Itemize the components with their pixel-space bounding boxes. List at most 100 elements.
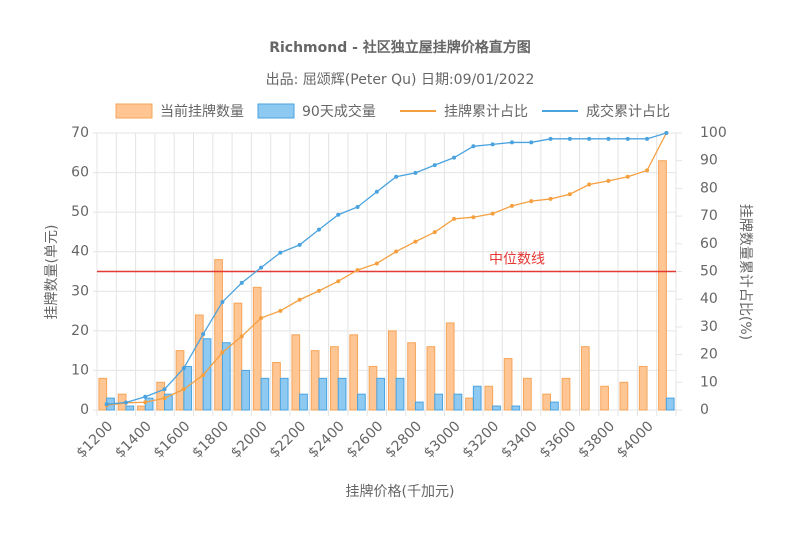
bar <box>241 369 250 411</box>
x-tick-label: $2000 <box>228 418 271 461</box>
legend-label: 90天成交量 <box>302 103 376 120</box>
line-point <box>394 249 399 254</box>
line-point <box>432 163 437 168</box>
line-point <box>548 136 553 141</box>
bar <box>550 401 559 411</box>
bar <box>164 393 173 411</box>
y2-tick-label: 100 <box>700 125 727 141</box>
line-point <box>529 140 534 145</box>
line-point <box>220 299 225 304</box>
x-tick-label: $3400 <box>498 418 541 461</box>
bar <box>175 350 185 411</box>
line-point <box>567 136 572 141</box>
chart-title: Richmond - 社区独立屋挂牌价格直方图 <box>269 39 531 56</box>
bar <box>368 365 378 411</box>
bar <box>580 346 590 411</box>
line-point <box>664 131 669 135</box>
bar <box>252 286 262 411</box>
y2-tick-label: 10 <box>700 374 718 390</box>
line-point <box>239 280 244 285</box>
line-point <box>645 136 650 141</box>
line-point <box>567 192 572 197</box>
line-point <box>123 400 128 405</box>
y-tick-label: 0 <box>80 402 89 418</box>
bar <box>523 377 532 411</box>
bar <box>658 160 667 411</box>
bar <box>511 405 521 411</box>
bar <box>665 397 675 411</box>
bar <box>337 377 347 411</box>
y2-tick-label: 30 <box>700 319 718 335</box>
bar <box>214 259 223 411</box>
line-point <box>509 203 514 208</box>
line-point <box>490 211 495 216</box>
y-tick-label: 70 <box>71 125 89 141</box>
line-point <box>413 239 418 244</box>
y-tick-label: 40 <box>71 244 89 260</box>
legend-swatch <box>115 103 153 119</box>
line-point <box>645 168 650 173</box>
bar <box>137 405 146 411</box>
y-tick-label: 50 <box>71 204 89 220</box>
line-point <box>104 402 109 407</box>
y2-tick-label: 0 <box>700 402 709 418</box>
bar <box>542 393 552 411</box>
x-tick-label: $1400 <box>112 418 155 461</box>
y-tick-label: 30 <box>71 283 89 299</box>
bar <box>484 385 494 411</box>
bar <box>98 377 108 411</box>
bar <box>492 405 501 411</box>
line-point <box>316 227 321 232</box>
bar <box>291 334 301 411</box>
x-axis-title: 挂牌价格(千加元) <box>346 483 455 500</box>
x-tick-label: $4000 <box>614 418 657 461</box>
line-point <box>529 199 534 204</box>
bar <box>125 405 135 411</box>
line-point <box>181 366 186 371</box>
line-point <box>432 230 437 235</box>
legend-label: 当前挂牌数量 <box>160 103 244 120</box>
line-point <box>548 196 553 201</box>
y-axis-title: 挂牌数量(单元) <box>43 225 60 320</box>
x-tick-label: $3600 <box>537 418 580 461</box>
line-point <box>355 204 360 209</box>
y-tick-label: 10 <box>71 362 89 378</box>
bar <box>465 397 474 411</box>
line <box>106 132 667 406</box>
y-tick-label: 60 <box>71 165 89 181</box>
y-tick-label: 20 <box>71 323 89 339</box>
line-point <box>336 212 341 217</box>
y2-tick-label: 40 <box>700 291 718 307</box>
bar <box>387 330 397 411</box>
bar <box>600 385 609 411</box>
y2-tick-label: 80 <box>700 180 718 196</box>
line-point <box>316 288 321 293</box>
bar <box>194 314 204 411</box>
line-point <box>374 261 379 266</box>
x-tick-label: $2600 <box>344 418 387 461</box>
line-point <box>587 182 592 187</box>
bar <box>221 342 231 411</box>
y2-axis-title: 挂牌数量累计占比(%) <box>737 204 754 340</box>
line-point <box>278 250 283 255</box>
line-point <box>374 189 379 194</box>
line-point <box>413 170 418 175</box>
line-point <box>452 155 457 160</box>
bar <box>638 365 648 411</box>
bar <box>434 393 443 411</box>
line-point <box>625 174 630 179</box>
bar <box>407 342 416 411</box>
bar <box>260 377 270 411</box>
line-point <box>394 174 399 179</box>
line-point <box>606 178 611 183</box>
x-tick-label: $1600 <box>151 418 194 461</box>
line-point <box>259 316 264 321</box>
x-tick-label: $2400 <box>305 418 348 461</box>
line-point <box>162 396 167 401</box>
bar <box>395 377 405 411</box>
x-tick-label: $1800 <box>189 418 232 461</box>
line-point <box>625 136 630 141</box>
bar <box>310 350 320 411</box>
line-point <box>239 334 244 339</box>
y2-tick-label: 70 <box>700 208 718 224</box>
